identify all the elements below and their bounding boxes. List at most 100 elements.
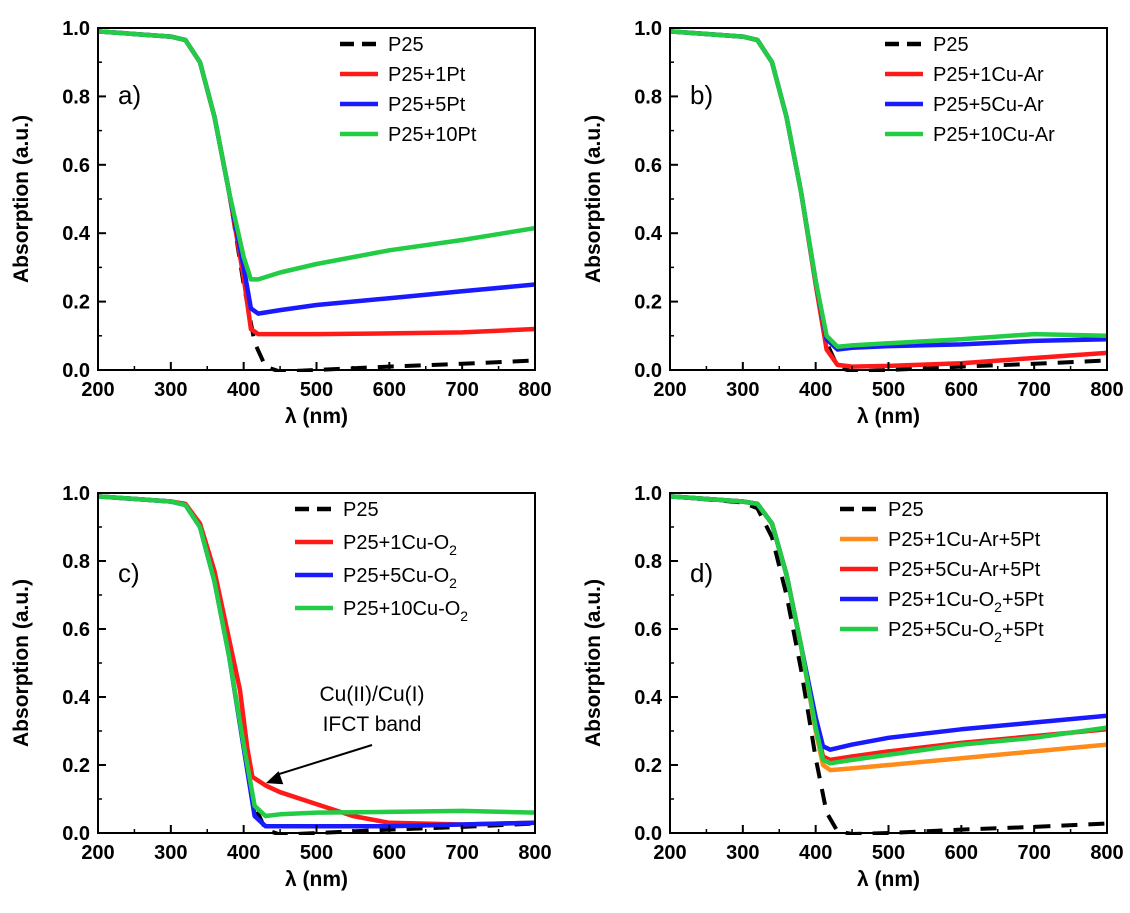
x-tick-label: 800 — [518, 842, 551, 864]
x-axis-title: λ (nm) — [285, 405, 348, 428]
y-tick-label: 1.0 — [62, 18, 90, 40]
annotation-arrow-head — [265, 771, 284, 785]
series-line-4 — [670, 29, 1107, 349]
chart-panel-3: 200 300 400 500 600 700 800 0.0 0.2 0.4 0.6 0.8 1.0 λ… — [10, 483, 552, 891]
y-tick-label: 0.2 — [62, 292, 90, 314]
y-axis-title: Absorption (a.u.) — [582, 579, 605, 747]
panel-label: a) — [118, 80, 141, 110]
x-tick-label: 800 — [518, 379, 551, 401]
series-line-1 — [98, 494, 535, 835]
legend-label: P25+1Cu-Ar — [933, 64, 1044, 86]
y-tick-label: 0.4 — [62, 687, 91, 709]
x-tick-label: 600 — [373, 842, 406, 864]
panel-label: d) — [690, 558, 713, 588]
x-tick-label: 200 — [653, 379, 686, 401]
y-tick-label: 0.4 — [634, 223, 663, 245]
legend-label: P25+10Pt — [388, 124, 477, 146]
panel-label: c) — [118, 558, 140, 588]
legend-label: P25+1Cu-O2​ — [343, 532, 457, 558]
x-tick-label: 400 — [799, 379, 832, 401]
x-tick-label: 300 — [154, 379, 187, 401]
legend-label: P25+10Cu-O2​ — [343, 598, 468, 624]
y-axis-title: Absorption (a.u.) — [10, 115, 33, 283]
legend-label: P25 — [933, 34, 969, 56]
x-axis-title: λ (nm) — [857, 868, 920, 891]
y-tick-label: 0.0 — [62, 823, 90, 845]
series-line-5 — [670, 494, 1107, 766]
annotation-text-line-1: Cu(II)/Cu(I) — [320, 683, 425, 706]
legend-label: P25+5Cu-O2​ — [343, 565, 457, 591]
series-line-3 — [98, 29, 535, 316]
x-tick-label: 800 — [1090, 379, 1123, 401]
y-tick-label: 1.0 — [634, 18, 662, 40]
x-tick-label: 500 — [872, 842, 905, 864]
y-tick-label: 0.4 — [634, 687, 663, 709]
legend-label: P25+5Cu-Ar — [933, 94, 1044, 116]
x-tick-label: 300 — [726, 379, 759, 401]
x-tick-label: 700 — [1017, 842, 1050, 864]
series-line-4 — [98, 494, 535, 819]
x-tick-label: 200 — [653, 842, 686, 864]
y-tick-label: 0.8 — [634, 551, 662, 573]
y-tick-label: 0.8 — [62, 86, 90, 108]
x-tick-label: 500 — [300, 379, 333, 401]
panel-label: b) — [690, 80, 713, 110]
y-tick-label: 0.2 — [634, 292, 662, 314]
x-tick-label: 400 — [799, 842, 832, 864]
legend-label: P25 — [343, 499, 379, 521]
x-tick-label: 500 — [872, 379, 905, 401]
series-line-2 — [98, 494, 535, 827]
y-tick-label: 0.6 — [62, 619, 90, 641]
y-tick-label: 0.4 — [62, 223, 91, 245]
y-tick-label: 0.0 — [634, 823, 662, 845]
x-tick-label: 300 — [154, 842, 187, 864]
legend-label: P25+5Cu-Ar+5Pt — [888, 559, 1041, 581]
y-axis-title: Absorption (a.u.) — [10, 579, 33, 747]
y-tick-label: 0.6 — [62, 155, 90, 177]
chart-panel-4: 200 300 400 500 600 700 800 0.0 0.2 0.4 0.6 0.8 1.0 λ… — [582, 483, 1124, 891]
legend-label: P25+5Cu-O2​+5Pt — [888, 619, 1044, 645]
y-tick-label: 0.2 — [62, 755, 90, 777]
legend-label: P25+5Pt — [388, 94, 466, 116]
legend-label: P25+10Cu-Ar — [933, 124, 1055, 146]
x-tick-label: 600 — [945, 379, 978, 401]
series-line-3 — [98, 494, 535, 829]
legend-label: P25 — [888, 499, 924, 521]
y-tick-label: 0.6 — [634, 619, 662, 641]
series-line-1 — [98, 29, 535, 372]
series-line-4 — [98, 29, 535, 282]
y-tick-label: 1.0 — [634, 483, 662, 505]
x-tick-label: 500 — [300, 842, 333, 864]
annotation-arrow-shaft — [275, 744, 373, 777]
x-axis-title: λ (nm) — [285, 868, 348, 891]
legend-label: P25+1Pt — [388, 64, 466, 86]
chart-panel-1: 200 300 400 500 600 700 800 0.0 0.2 0.4 0.6 0.8 1.0 λ… — [10, 18, 552, 428]
x-tick-label: 600 — [945, 842, 978, 864]
x-tick-label: 200 — [81, 379, 114, 401]
y-tick-label: 0.0 — [62, 360, 90, 382]
x-tick-label: 400 — [227, 379, 260, 401]
x-tick-label: 800 — [1090, 842, 1123, 864]
series-line-1 — [670, 494, 1107, 835]
x-tick-label: 300 — [726, 842, 759, 864]
x-tick-label: 400 — [227, 842, 260, 864]
y-axis-title: Absorption (a.u.) — [582, 115, 605, 283]
y-tick-label: 0.8 — [634, 86, 662, 108]
legend-label: P25+1Cu-Ar+5Pt — [888, 529, 1041, 551]
x-axis-title: λ (nm) — [857, 405, 920, 428]
plot-frame — [97, 27, 536, 371]
x-tick-label: 700 — [445, 379, 478, 401]
legend-label: P25+1Cu-O2​+5Pt — [888, 589, 1044, 615]
y-tick-label: 0.0 — [634, 360, 662, 382]
y-tick-label: 0.2 — [634, 755, 662, 777]
y-tick-label: 1.0 — [62, 483, 90, 505]
x-tick-label: 200 — [81, 842, 114, 864]
annotation-text-line-2: IFCT band — [323, 713, 422, 736]
y-tick-label: 0.6 — [634, 155, 662, 177]
x-tick-label: 700 — [1017, 379, 1050, 401]
x-tick-label: 600 — [373, 379, 406, 401]
chart-panel-2: 200 300 400 500 600 700 800 0.0 0.2 0.4 0.6 0.8 1.0 λ… — [582, 18, 1124, 428]
y-tick-label: 0.8 — [62, 551, 90, 573]
legend-label: P25 — [388, 34, 424, 56]
